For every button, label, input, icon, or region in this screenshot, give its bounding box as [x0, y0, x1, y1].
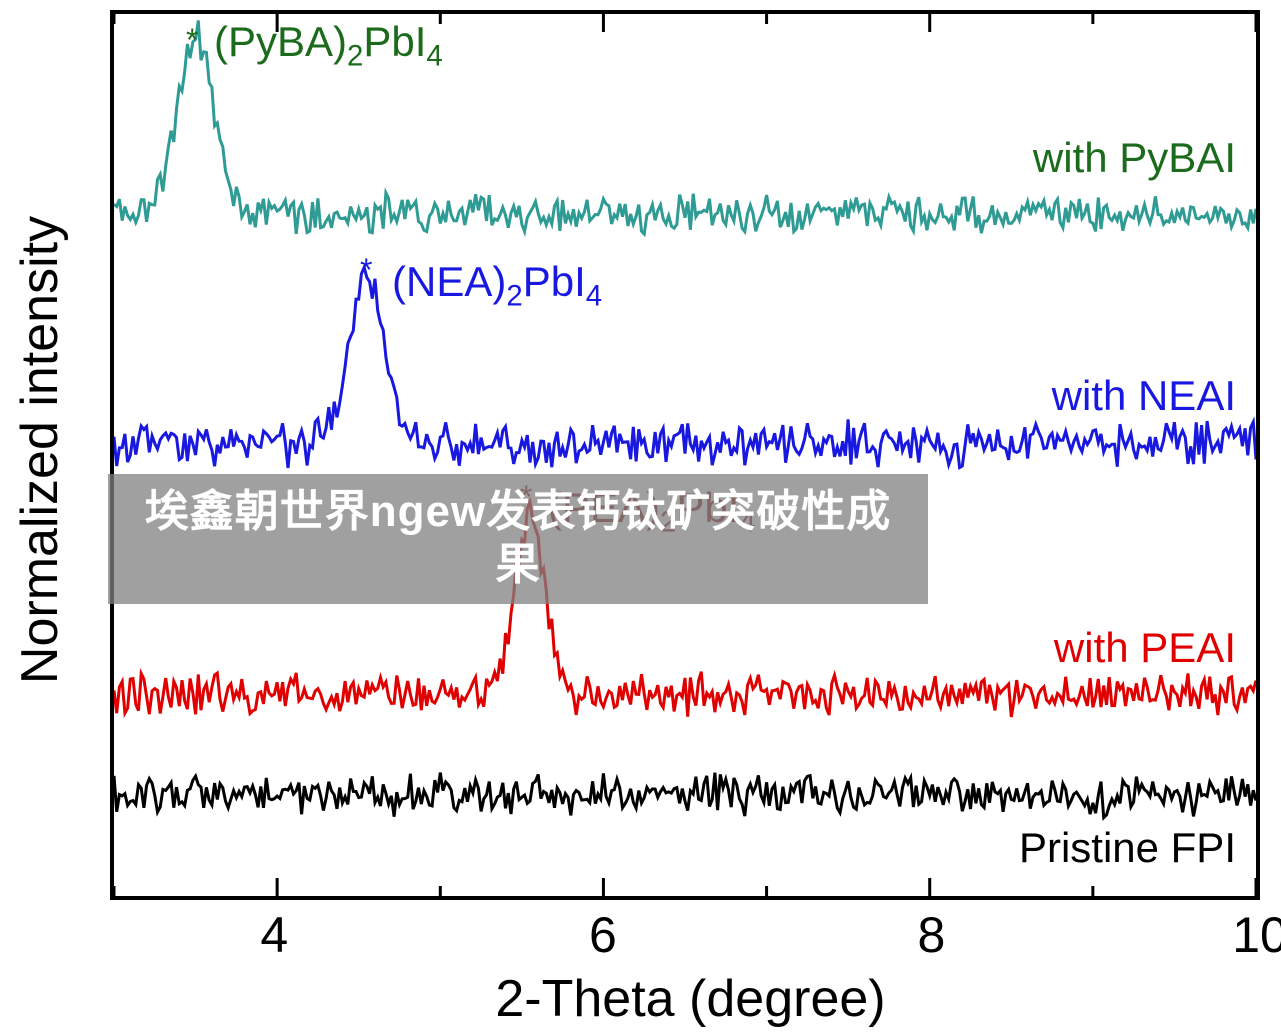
series-label-pybai: with PyBAI — [1033, 134, 1236, 182]
trace-neai — [114, 267, 1256, 468]
xtick-8: 8 — [918, 906, 946, 964]
watermark-overlay: 埃鑫朝世界ngew发表钙钛矿突破性成 果 — [108, 474, 928, 604]
y-axis-label-text: Normalized intensity — [10, 216, 70, 684]
peak-label-neai: (NEA)2PbI4 — [392, 258, 602, 313]
watermark-text: 埃鑫朝世界ngew发表钙钛矿突破性成 果 — [145, 486, 891, 592]
series-label-peai: with PEAI — [1054, 624, 1236, 672]
peak-star-pybai: * — [186, 22, 198, 59]
xtick-6: 6 — [589, 906, 617, 964]
watermark-line1: 埃鑫朝世界ngew发表钙钛矿突破性成 — [145, 487, 891, 536]
series-label-pristine: Pristine FPI — [1019, 824, 1236, 872]
xrd-chart: Normalized intensity * (PyBA)2PbI4 * (NE… — [0, 0, 1281, 1034]
watermark-line2: 果 — [495, 540, 540, 589]
y-axis-label: Normalized intensity — [0, 0, 90, 900]
xtick-4: 4 — [260, 906, 288, 964]
series-label-neai: with NEAI — [1052, 372, 1236, 420]
peak-label-pybai: (PyBA)2PbI4 — [214, 18, 443, 73]
plot-area: * (PyBA)2PbI4 * (NEA)2PbI4 * (PEA)2PbI4 … — [110, 10, 1260, 900]
trace-pristine — [114, 773, 1256, 818]
xtick-10: 10 — [1232, 906, 1281, 964]
x-axis-label: 2-Theta (degree) — [100, 969, 1281, 1029]
peak-star-neai: * — [360, 252, 372, 289]
